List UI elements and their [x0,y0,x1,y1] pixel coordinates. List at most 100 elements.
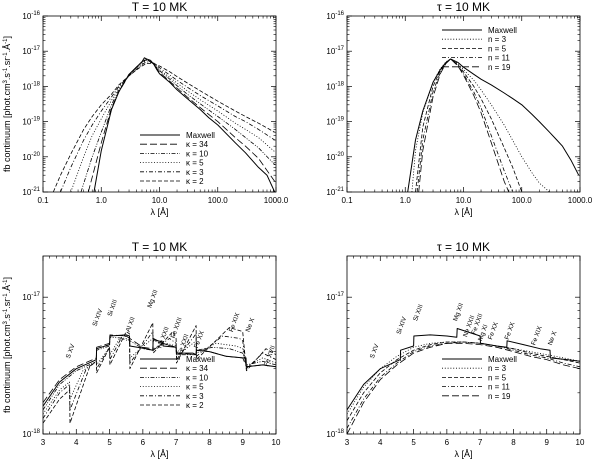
series-line-n-11 [416,58,514,192]
y-axis-label: fb continuum [phot.cm3​.s-1​.sr-1​.Å-1​] [2,277,12,413]
y-tick-label: 10-18 [22,429,40,439]
ion-annotation: Si XIII [107,299,120,318]
chart-panel-3: T = 10 MK 3 4 5 6 7 8 9 10 10-18 10-17 λ [Å] fb cont… [2,240,281,459]
y-tick-label: 10-17 [22,292,40,302]
y-tick-label: 10-18 [326,429,344,439]
y-tick-label: 10-20 [22,152,40,162]
ion-annotation: Si XIV [92,307,105,327]
ion-annotation: Fe XX [487,321,500,341]
x-tick-label: 6 [445,438,450,447]
ion-annotation: Fe XXII [170,316,184,339]
y-tick-label: 10-17 [326,292,344,302]
chart-title: T = 10 MK [132,240,187,254]
legend-label: Maxwell [488,355,517,364]
legend-label: κ = 5 [186,159,204,168]
x-tick-label: 3 [345,438,350,447]
x-axis-label: λ [Å] [150,449,168,459]
chart-panel-4: τ = 10 MK 3 4 5 6 7 8 9 10 10-18 10-17 λ [Å] S XV Si … [326,240,585,459]
series-line--5 [43,337,276,415]
x-tick-label: 3 [41,438,46,447]
ion-annotation: Si XIII [412,303,425,322]
y-tick-label: 10-21 [22,187,40,197]
x-tick-label: 6 [141,438,146,447]
x-tick-label: 1000.0 [568,196,593,205]
series-line--2 [52,63,275,192]
series-line--2 [43,322,276,424]
series-group [407,58,580,192]
ion-annotation: Fe XIX [228,311,242,333]
x-tick-label: 0.1 [341,196,353,205]
ion-annotation: Mg XII [452,302,465,322]
plot-frame [42,15,277,193]
series-line-n-3 [411,58,550,192]
y-tick-label: 10-18 [326,81,344,91]
x-axis-label: λ [Å] [150,207,168,217]
chart-title: τ = 10 MK [437,0,490,14]
legend-label: n = 3 [488,364,507,373]
x-tick-label: 10.0 [152,196,168,205]
legend-label: κ = 5 [186,383,204,392]
legend-label: Maxwell [186,355,215,364]
ion-annotation: Mg XII [146,289,159,309]
series-line--3 [60,61,275,192]
x-tick-label: 7 [174,438,179,447]
legend-label: κ = 10 [186,149,209,158]
x-tick-label: 7 [478,438,483,447]
x-tick-label: 10.0 [456,196,472,205]
ion-annotation: S XV [369,343,381,360]
x-tick-label: 100.0 [512,196,533,205]
legend-label: n = 19 [488,63,511,72]
legend-label: κ = 10 [186,373,209,382]
x-tick-label: 1.0 [400,196,412,205]
plot-frame [346,255,581,435]
y-axis-label: fb continuum [phot.cm3​.s-1​.sr-1​.Å-1​] [2,36,12,172]
ion-annotation: Fe XIX [530,325,544,347]
series-line-n-11 [347,341,580,429]
series-line--34 [87,58,276,192]
x-tick-label: 5 [411,438,416,447]
series-group [52,57,276,192]
plot-frame [346,15,581,193]
series-line--10 [80,59,275,192]
ion-annotation: S XV [65,343,77,360]
y-tick-label: 10-18 [22,81,40,91]
x-tick-label: 4 [378,438,383,447]
chart-panel-2: τ = 10 MK 0.1 1.0 10.0 100.0 1000.0 10-21 10-20… [326,0,592,217]
x-tick-label: 10 [576,438,585,447]
series-line--5 [70,59,275,192]
x-tick-label: 10 [272,438,281,447]
y-tick-label: 10-16 [326,11,344,21]
legend-label: n = 5 [488,44,507,53]
x-tick-label: 1000.0 [264,196,289,205]
legend-label: κ = 2 [186,177,204,186]
legend-label: Maxwell [186,131,215,140]
ion-annotation: Ne X [547,330,559,347]
legend-label: κ = 2 [186,401,204,410]
legend-label: κ = 34 [186,140,209,149]
legend-label: n = 11 [488,383,510,392]
y-tick-label: 10-19 [22,117,40,127]
ion-annotation: Al XII [125,316,137,333]
y-tick-label: 10-17 [326,46,344,56]
series-line-n-19 [418,58,510,192]
series-line-maxwell [407,58,580,192]
series-group [347,328,580,434]
ion-annotation: Fe XVII [263,345,277,368]
ion-annotation: Ne X [245,316,257,333]
ion-annotation: Si XIV [396,315,409,335]
legend-label: κ = 3 [186,168,204,177]
legend-label: κ = 3 [186,392,204,401]
y-tick-label: 10-16 [22,11,40,21]
ion-annotation: Fe XX [193,329,206,349]
legend-label: n = 5 [488,373,507,382]
legend-label: n = 11 [488,54,510,63]
series-line-maxwell [347,328,580,411]
x-tick-label: 0.1 [37,196,49,205]
legend-label: κ = 34 [186,364,209,373]
x-axis-label: λ [Å] [454,449,472,459]
y-tick-label: 10-21 [326,187,344,197]
